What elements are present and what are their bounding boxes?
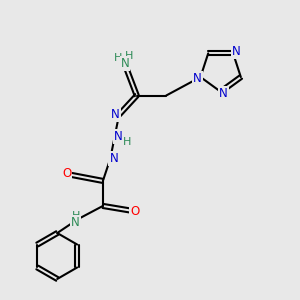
Text: N: N bbox=[193, 72, 202, 85]
Text: N: N bbox=[114, 130, 123, 143]
Text: N: N bbox=[110, 152, 118, 165]
Text: N: N bbox=[70, 216, 79, 229]
Text: N: N bbox=[232, 45, 241, 58]
Text: H: H bbox=[113, 53, 122, 63]
Text: H: H bbox=[72, 211, 81, 221]
Text: N: N bbox=[111, 108, 120, 121]
Text: N: N bbox=[219, 87, 228, 100]
Text: O: O bbox=[130, 205, 139, 218]
Text: H: H bbox=[125, 51, 134, 62]
Text: H: H bbox=[123, 137, 131, 147]
Text: O: O bbox=[62, 167, 71, 180]
Text: N: N bbox=[121, 57, 129, 70]
